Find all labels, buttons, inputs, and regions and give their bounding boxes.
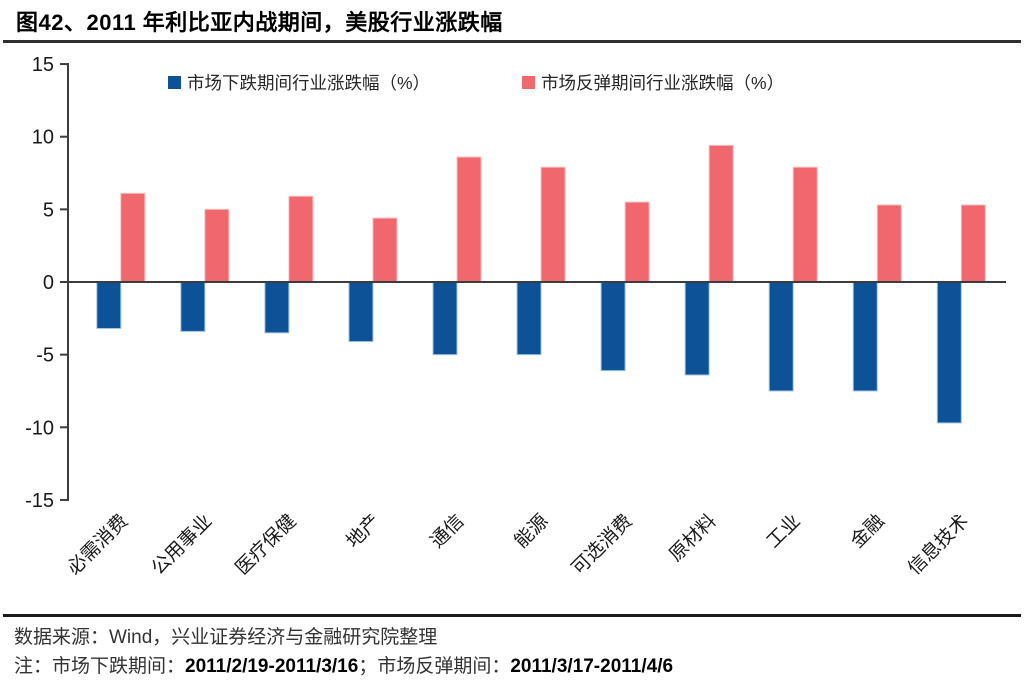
rebound-bar	[960, 204, 986, 283]
rebound-series-label: 市场反弹期间行业涨跌幅（%）	[541, 73, 785, 93]
rebound-series-swatch	[522, 76, 536, 89]
decline-bar	[180, 281, 206, 332]
decline-bar	[600, 281, 626, 372]
y-tick-label: -15	[25, 490, 54, 512]
title-divider	[3, 40, 1021, 43]
chart-title: 图42、2011 年利比亚内战期间，美股行业涨跌幅	[16, 10, 503, 35]
decline-period-dates: 2011/2/19-2011/3/16	[185, 656, 359, 677]
legend-item-decline: 市场下跌期间行业涨跌幅（%）	[168, 70, 430, 95]
legend: 市场下跌期间行业涨跌幅（%） 市场反弹期间行业涨跌幅（%）	[68, 70, 1024, 95]
decline-series-swatch	[168, 76, 181, 89]
x-category-label: 原材料	[665, 510, 721, 566]
decline-bar	[936, 281, 962, 424]
note-prefix: 注：市场下跌期间：	[14, 656, 186, 677]
decline-bar	[96, 281, 122, 329]
y-tick-label: 15	[32, 54, 54, 76]
rebound-bar	[288, 195, 314, 283]
decline-bar	[264, 281, 290, 334]
x-category-label: 地产	[342, 510, 384, 552]
footer-divider	[3, 614, 1021, 617]
rebound-period-dates: 2011/3/17-2011/4/6	[510, 656, 674, 677]
x-category-label: 金融	[846, 510, 888, 552]
x-category-label: 通信	[426, 510, 468, 552]
x-category-label: 必需消费	[63, 510, 132, 579]
rebound-bar	[120, 192, 146, 283]
rebound-bar	[456, 156, 482, 283]
rebound-bar	[876, 204, 902, 283]
decline-bar	[516, 281, 542, 356]
rebound-bar	[204, 208, 230, 283]
decline-bar	[852, 281, 878, 392]
y-tick-label: -10	[25, 417, 54, 439]
rebound-bar	[792, 166, 818, 283]
x-category-label: 工业	[762, 510, 804, 552]
data-source-note: 数据来源：Wind，兴业证券经济与金融研究院整理	[14, 627, 438, 648]
decline-bar	[432, 281, 458, 356]
x-category-label: 能源	[510, 510, 552, 552]
rebound-bar	[708, 144, 734, 283]
x-category-label: 医疗保健	[231, 510, 300, 579]
x-category-label: 可选消费	[567, 510, 636, 579]
rebound-bar	[624, 201, 650, 283]
rebound-bar	[372, 217, 398, 283]
rebound-bar	[540, 166, 566, 283]
decline-bar	[768, 281, 794, 392]
decline-series-label: 市场下跌期间行业涨跌幅（%）	[187, 73, 431, 93]
decline-bar	[348, 281, 374, 343]
y-tick-label: 10	[32, 127, 54, 149]
y-tick-label: 0	[43, 272, 54, 294]
note-separator: ；市场反弹期间：	[358, 656, 511, 677]
decline-bar	[684, 281, 710, 376]
y-tick-label: 5	[43, 199, 54, 221]
legend-item-rebound: 市场反弹期间行业涨跌幅（%）	[522, 70, 784, 95]
x-category-label: 公用事业	[147, 510, 216, 579]
x-category-label: 信息技术	[904, 510, 973, 579]
period-note: 注：市场下跌期间：2011/2/19-2011/3/16；市场反弹期间：2011…	[14, 651, 673, 678]
y-tick-label: -5	[36, 345, 54, 367]
